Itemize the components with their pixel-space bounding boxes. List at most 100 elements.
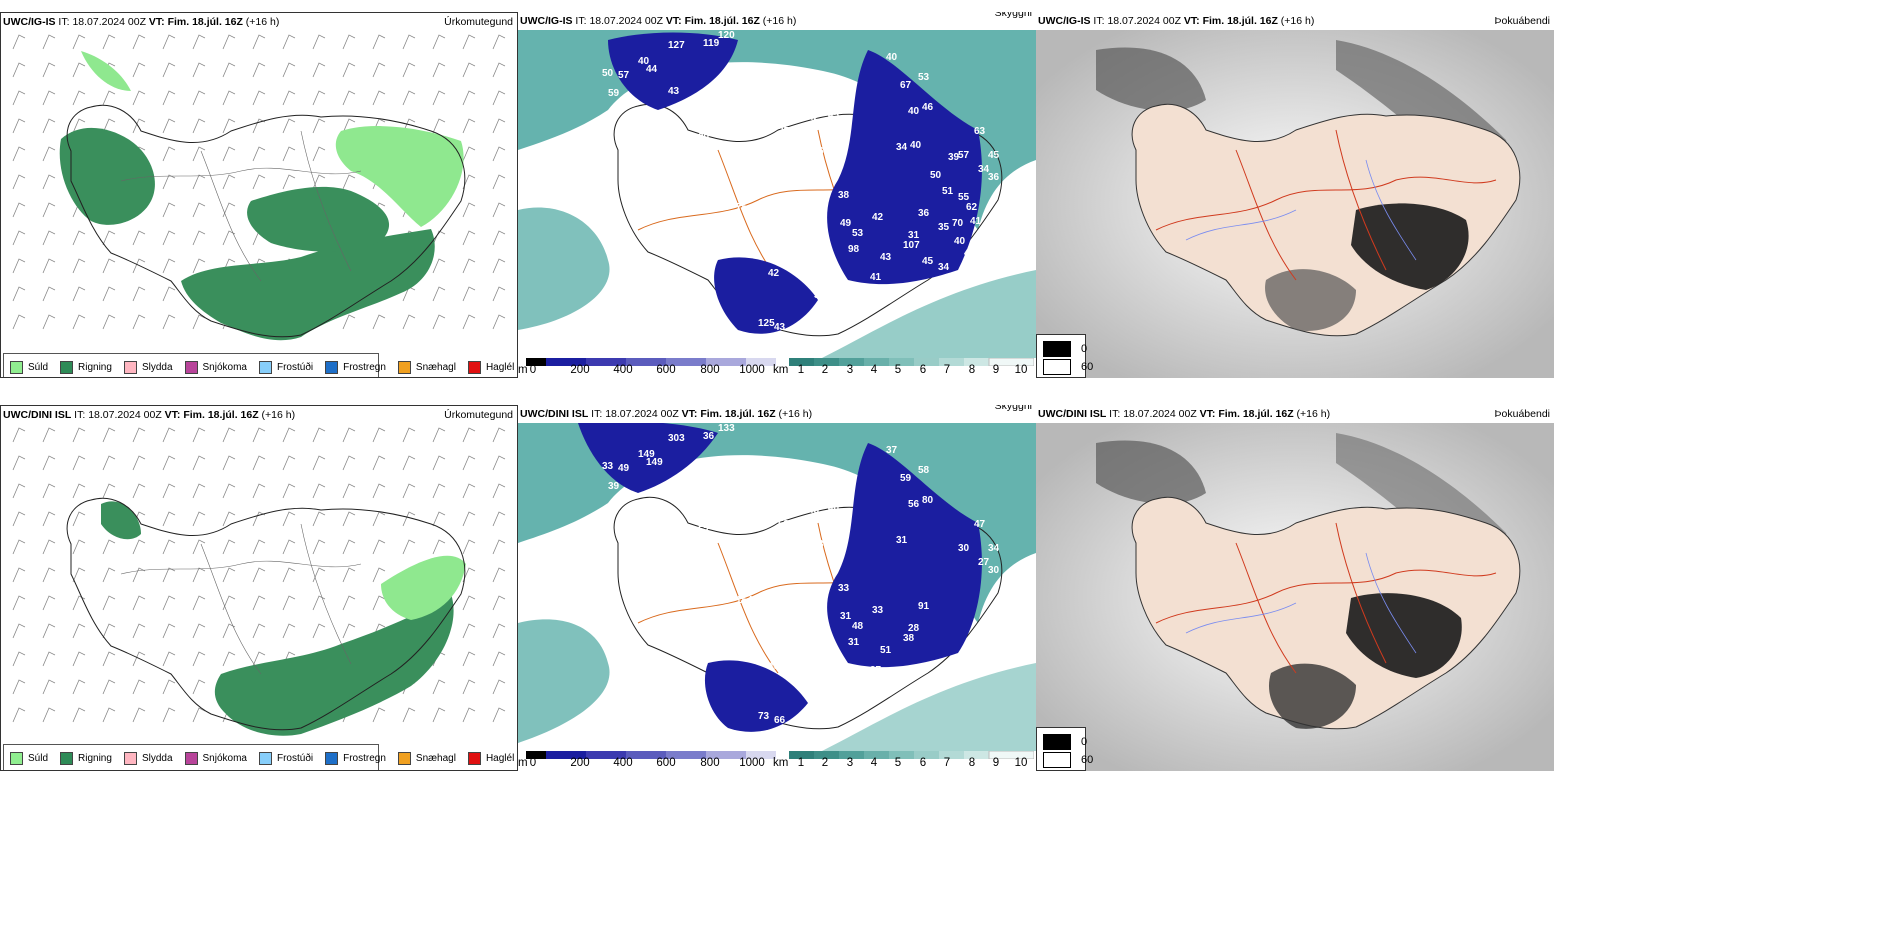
wind-barb [102,34,116,50]
cloud-base-value: 52 [812,270,824,281]
wind-barb [222,174,236,190]
roads [1155,129,1497,281]
cloud-base-value: 57 [618,70,630,81]
wind-barb [42,146,56,162]
wind-barb [342,427,356,443]
precip-panel-row1: UWC/IG-IS IT: 18.07.2024 00Z VT: Fim. 18… [0,12,518,378]
wind-barb [462,651,476,667]
model-name: UWC/IG-IS [3,16,56,28]
wind-barb [102,483,116,499]
wind-barb [462,707,476,723]
cloud-base-value: 30 [988,565,1000,576]
wind-barb [342,483,356,499]
low-cloud-area-south [704,660,808,732]
wind-barb [192,483,206,499]
panel-header: UWC/IG-IS IT: 18.07.2024 00Z VT: Fim. 18… [518,12,1036,30]
wind-barb [222,511,236,527]
wind-barb [42,427,56,443]
cloud-base-value: 34 [988,543,1000,554]
iceland-outline [66,104,466,338]
panel-header: UWC/IG-IS IT: 18.07.2024 00Z VT: Fim. 18… [1,13,517,31]
cloud-base-value: 120 [718,30,735,41]
cloud-base-colorbar: m 0 200 400 600 800 1000 [518,751,776,769]
wind-barb [162,118,176,134]
wind-barb [432,427,446,443]
wind-barb [222,90,236,106]
wind-barb [462,62,476,78]
wind-barb [402,511,416,527]
wind-barb [162,511,176,527]
wind-barb [432,455,446,471]
wind-barb [342,539,356,555]
fog-panel-row1: UWC/IG-IS IT: 18.07.2024 00Z VT: Fim. 18… [1036,12,1554,378]
wind-barb [132,62,146,78]
precip-legend: Súld Rigning Slydda Snjókoma Frostúði Fr… [3,353,514,377]
wind-barb [372,539,386,555]
cloud-base-value: 154 [736,595,753,606]
wind-barb [252,427,266,443]
cloud-base-value: 31 [896,535,908,546]
wind-barb [192,511,206,527]
cloud-base-value: 119 [703,38,720,49]
wind-barb [132,314,146,330]
wind-barb [462,230,476,246]
cloud-base-value: 27 [978,557,990,568]
lead-time: (+16 h) [1280,15,1315,27]
wind-barb [462,286,476,302]
wind-barb [192,539,206,555]
sea-visibility-south [518,619,610,743]
valid-time: Fim. 18.júl. 16Z [700,408,776,420]
wind-barb [162,651,176,667]
wind-barb [162,146,176,162]
cloud-base-value: 51 [880,645,892,656]
wind-barb [72,679,86,695]
cloud-base-value: 52 [780,200,792,211]
cloud-base-value: 28 [908,623,920,634]
legend-item: Súld [10,360,48,374]
cloud-base-value: 33 [602,461,614,472]
wind-barb [72,258,86,274]
wind-barb [342,455,356,471]
cloud-base-value: 43 [808,505,820,516]
cloud-base-value: 37 [870,665,882,676]
wind-barb [162,455,176,471]
rain-area-west [101,501,141,540]
cloud-base-value: 43 [668,86,680,97]
cloud-base-value: 38 [903,633,915,644]
roads [1155,522,1497,674]
cloud-base-colorbar: m 0 200 400 600 800 1000 [518,358,776,376]
wind-barb [42,314,56,330]
wind-barb [372,314,386,330]
wind-barb [42,567,56,583]
cloud-base-value: 53 [852,228,864,239]
cloud-base-value: 91 [918,601,930,612]
wind-barb [42,258,56,274]
wind-barb [162,202,176,218]
wind-barb [342,567,356,583]
cloud-base-value: 98 [848,244,860,255]
cloud-base-value: 42 [808,112,820,123]
wind-barb [312,511,326,527]
wind-barb [192,146,206,162]
rain-area-mid [247,186,390,252]
wind-barb [372,427,386,443]
low-cloud-area-east [827,50,982,285]
wind-barb [492,90,506,106]
sea-visibility-south [518,207,610,330]
wind-barb [492,483,506,499]
wind-barb [342,511,356,527]
wind-barb [12,258,26,274]
wind-barb [252,623,266,639]
cloud-base-value: 63 [818,146,830,157]
wind-barb [162,483,176,499]
fog-dense-area [1351,203,1469,290]
rivers [1185,159,1417,261]
wind-barb [492,146,506,162]
wind-barb [12,202,26,218]
low-cloud-area-south [714,257,818,334]
wind-barb [342,62,356,78]
wind-barb [102,427,116,443]
wind-barb [132,258,146,274]
cloud-base-value: 40 [910,140,922,151]
panel-title: Úrkomutegund [444,409,513,421]
